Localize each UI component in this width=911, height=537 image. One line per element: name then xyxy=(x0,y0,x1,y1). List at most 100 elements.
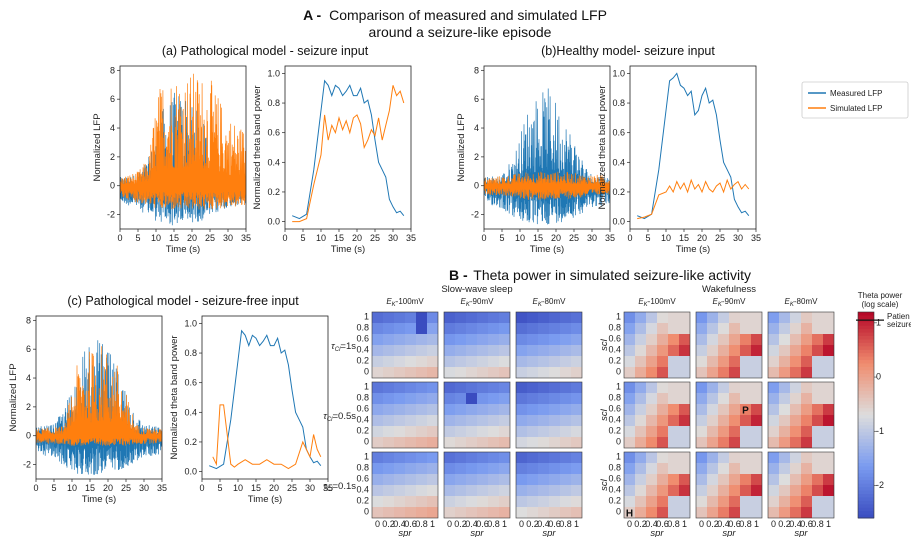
heatmap-cell xyxy=(560,496,571,507)
heatmap-cell xyxy=(549,452,560,463)
y-tick-label: 0.6 xyxy=(267,128,280,138)
heatmap-cell xyxy=(779,452,790,463)
x-tick-label: 30 xyxy=(139,483,149,493)
heatmap-cell xyxy=(679,463,690,474)
heatmap-cell xyxy=(696,345,707,356)
heatmap-cell xyxy=(416,496,427,507)
heatmap-cell xyxy=(696,312,707,323)
y-tick-label: -2 xyxy=(23,460,31,470)
heatmap-cell xyxy=(790,367,801,378)
colorbar-segment xyxy=(858,425,874,430)
heatmap-cell xyxy=(679,452,690,463)
heatmap-cell xyxy=(455,415,466,426)
heatmap-cell xyxy=(646,496,657,507)
heatmap-cell xyxy=(394,496,405,507)
heatmap-cell xyxy=(538,323,549,334)
heatmap-cell xyxy=(466,507,477,518)
series-measured-line xyxy=(209,329,322,470)
heatmap-cell xyxy=(768,415,779,426)
heatmap-y-tick: 0.4 xyxy=(608,485,621,495)
heatmap-cell xyxy=(527,334,538,345)
x-tick-label: 0 xyxy=(199,483,204,493)
heatmap-cell xyxy=(624,382,635,393)
colorbar-segment xyxy=(858,390,874,395)
x-tick-label: 35 xyxy=(241,233,251,243)
heatmap-cell xyxy=(801,415,812,426)
heatmap-x-tick: 0.2 xyxy=(706,519,719,529)
heatmap-cell xyxy=(383,507,394,518)
heatmap-cell xyxy=(768,323,779,334)
heatmap-cell xyxy=(718,415,729,426)
heatmap-cell xyxy=(488,463,499,474)
colorbar-segment xyxy=(858,315,874,320)
heatmap-cell xyxy=(499,345,510,356)
heatmap-cell xyxy=(488,393,499,404)
heatmap-frame xyxy=(623,381,691,449)
ek-subscript: K xyxy=(538,302,543,308)
heatmap-cell xyxy=(372,356,383,367)
heatmap-cell xyxy=(560,415,571,426)
heatmap-cell xyxy=(812,345,823,356)
heatmap-cell xyxy=(812,404,823,415)
colorbar-segment xyxy=(858,366,874,371)
colorbar-marker-label-line2: seizure xyxy=(887,320,911,329)
heatmap-frame xyxy=(443,451,511,519)
x-tick-label: 15 xyxy=(334,233,344,243)
heatmap-cell xyxy=(707,312,718,323)
heatmap-cell xyxy=(466,356,477,367)
heatmap-y-tick: 0.4 xyxy=(608,345,621,355)
x-tick-label: 5 xyxy=(645,233,650,243)
heatmap-y-tick: 0.2 xyxy=(356,426,369,436)
heatmap-panel xyxy=(515,311,583,379)
heatmap-cell xyxy=(768,426,779,437)
heatmap-cell xyxy=(499,415,510,426)
heatmap-cell xyxy=(527,393,538,404)
heatmap-cell xyxy=(668,312,679,323)
heatmap-cell xyxy=(488,345,499,356)
y-tick-label: -2 xyxy=(471,210,479,220)
heatmap-cell xyxy=(635,393,646,404)
heatmap-cell xyxy=(444,312,455,323)
heatmap-cell xyxy=(394,474,405,485)
heatmap-cell xyxy=(779,474,790,485)
heatmap-panel: 0 0.20.40.60.8 1 spr xyxy=(695,451,763,537)
heatmap-cell xyxy=(405,507,416,518)
heatmap-x-tick: 0.6 xyxy=(548,519,561,529)
heatmap-cell xyxy=(549,485,560,496)
heatmap-cell xyxy=(466,404,477,415)
heatmap-cell xyxy=(499,367,510,378)
colorbar-segment xyxy=(858,415,874,419)
colorbar-segment xyxy=(858,487,874,492)
heatmap-cell xyxy=(527,312,538,323)
heatmap-cell xyxy=(779,507,790,518)
heatmap-cell xyxy=(646,437,657,448)
heatmap-cell xyxy=(571,312,582,323)
colorbar-segment xyxy=(858,325,874,330)
heatmap-cell xyxy=(444,426,455,437)
heatmap-cell xyxy=(729,356,740,367)
heatmap-cell xyxy=(668,393,679,404)
heatmap-cell xyxy=(779,404,790,415)
heatmap-cell xyxy=(571,345,582,356)
heatmap-cell xyxy=(571,463,582,474)
heatmap-panel xyxy=(767,311,835,379)
heatmap-cell xyxy=(740,437,751,448)
colorbar-segment xyxy=(858,452,874,457)
y-tick-label: 4 xyxy=(110,123,115,133)
ek-symbol: E xyxy=(461,297,467,306)
heatmap-cell xyxy=(549,345,560,356)
ek-subscript: K xyxy=(466,302,471,308)
tau-value: =0.5s xyxy=(332,411,356,422)
heatmap-cell xyxy=(751,415,762,426)
x-tick-label: 0 xyxy=(33,483,38,493)
heatmap-cell xyxy=(571,393,582,404)
heatmap-panel: 0 0.20.40.60.8 1 spr xyxy=(443,451,511,537)
heatmap-cell xyxy=(729,382,740,393)
chart-a_healthy_lfp: 0 5 10 15 20 25 30 35 -2 0 2 4 6 8 Time (s) Normalized … xyxy=(456,44,715,255)
x-tick-label: 35 xyxy=(605,233,615,243)
heatmap-cell xyxy=(812,463,823,474)
heatmap-group-title: Slow-wave sleep xyxy=(441,284,512,295)
heatmap-cell xyxy=(405,393,416,404)
y-tick-label: 0.2 xyxy=(267,187,280,197)
